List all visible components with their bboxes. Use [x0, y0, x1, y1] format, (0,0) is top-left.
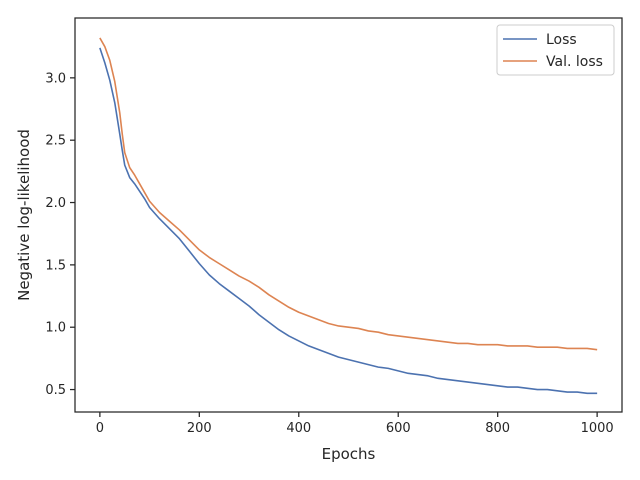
y-tick-label: 2.5	[45, 134, 66, 149]
x-tick-label: 1000	[581, 421, 614, 436]
x-tick-label: 400	[286, 421, 311, 436]
x-axis: 0 200 400 600 800 1000	[96, 412, 614, 436]
x-tick-label: 600	[386, 421, 411, 436]
x-tick-label: 200	[187, 421, 212, 436]
plot-frame	[74, 17, 623, 413]
y-tick-label: 3.0	[45, 71, 66, 86]
y-axis-label: Negative log-likelihood	[15, 129, 33, 301]
series-layer	[99, 37, 598, 395]
series-line-val-loss	[99, 37, 598, 351]
y-tick-label: 0.5	[45, 383, 66, 398]
y-tick-label: 1.0	[45, 321, 66, 336]
series-line-loss	[99, 47, 598, 395]
legend-box	[496, 24, 615, 76]
legend-label-val-loss: Val. loss	[546, 54, 603, 70]
legend: Loss Val. loss	[496, 24, 615, 76]
x-tick-label: 800	[485, 421, 510, 436]
y-axis: 0.5 1.0 1.5 2.0 2.5 3.0	[45, 71, 75, 398]
y-tick-label: 2.0	[45, 196, 66, 211]
x-tick-label: 0	[96, 421, 104, 436]
legend-label-loss: Loss	[546, 32, 577, 48]
y-tick-label: 1.5	[45, 258, 66, 273]
x-axis-label: Epochs	[322, 445, 376, 463]
